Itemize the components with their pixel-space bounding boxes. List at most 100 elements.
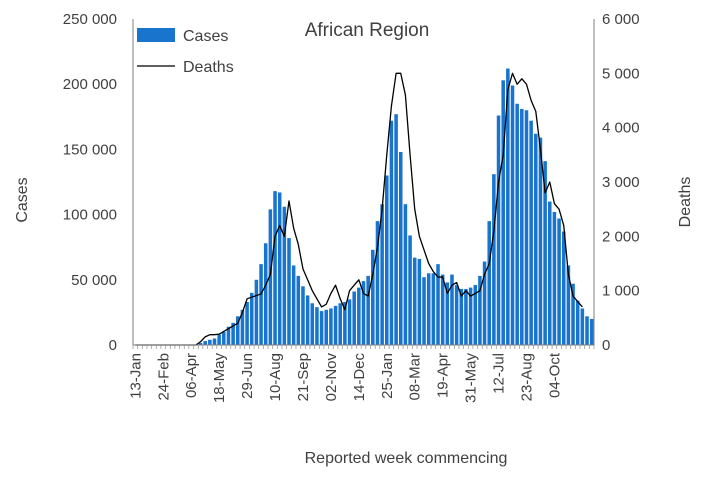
bar-cases (203, 341, 207, 345)
bar-cases (566, 265, 571, 345)
bar-cases (380, 204, 384, 345)
legend: Cases Deaths (137, 28, 234, 76)
bar-cases (468, 287, 473, 345)
x-tick-label: 06-Apr (183, 353, 200, 398)
y-tick-label-right: 0 (602, 337, 610, 354)
bar-cases (347, 299, 352, 345)
bar-cases (361, 281, 366, 345)
bar-cases (222, 331, 226, 345)
y-axis-title-left: Cases (14, 177, 31, 222)
bar-cases (422, 277, 426, 345)
bar-cases (557, 218, 561, 345)
bar-cases (510, 85, 515, 345)
legend-label-deaths: Deaths (183, 59, 234, 76)
bar-cases (445, 282, 450, 345)
x-tick-label: 29-Jun (239, 353, 256, 399)
bar-cases (561, 231, 566, 345)
y-tick-label-left: 50 000 (71, 272, 117, 289)
bar-cases (408, 235, 412, 345)
x-tick-label: 18-May (211, 353, 228, 404)
x-tick-label: 31-May (463, 353, 480, 404)
x-tick-label: 14-Dec (351, 353, 368, 402)
legend-label-cases: Cases (183, 28, 228, 45)
x-tick-label: 10-Aug (267, 353, 284, 401)
bar-cases (575, 300, 580, 345)
bar-cases (198, 343, 203, 345)
bar-cases (287, 238, 291, 345)
bar-cases (357, 287, 361, 345)
bar-cases (520, 108, 524, 345)
bar-cases (338, 303, 342, 345)
bar-cases (450, 274, 454, 345)
bar-cases (454, 285, 459, 345)
y-tick-label-right: 1 000 (602, 283, 640, 300)
bar-cases (459, 288, 464, 345)
y-axis-title-right: Deaths (677, 177, 694, 228)
bar-cases (580, 308, 585, 345)
bar-cases (529, 120, 533, 346)
bar-cases (291, 265, 296, 345)
bar-cases (333, 305, 338, 345)
bar-cases (389, 120, 394, 346)
bar-cases (478, 275, 482, 345)
bar-cases (538, 137, 543, 345)
bar-cases (263, 243, 268, 345)
x-tick-label: 13-Jan (127, 353, 144, 399)
axes: 0 50 000 100 000 150 000 200 000 250 000 0 1 00… (63, 11, 640, 403)
bar-cases (366, 275, 370, 345)
bar-cases (371, 249, 375, 345)
bar-cases (543, 161, 547, 345)
bar-cases (236, 316, 240, 345)
bar-cases (547, 201, 552, 345)
y-tick-label-right: 4 000 (602, 120, 640, 137)
bar-cases (249, 292, 254, 345)
bar-cases (259, 264, 263, 345)
deaths-line (135, 72, 583, 346)
bar-cases (534, 133, 538, 345)
y-tick-label-right: 3 000 (602, 174, 640, 191)
bar-cases (226, 326, 231, 345)
x-tick-label: 24-Feb (155, 353, 172, 401)
cases-bars (194, 68, 594, 346)
x-tick-label: 04-Oct (546, 352, 563, 398)
y-tick-label-left: 100 000 (63, 207, 117, 224)
x-tick-label: 21-Sep (295, 353, 312, 401)
bar-cases (375, 221, 380, 345)
bar-cases (496, 115, 501, 345)
bar-cases (217, 334, 221, 345)
y-tick-label-left: 250 000 (63, 11, 117, 28)
bar-cases (398, 152, 403, 345)
bar-cases (571, 283, 575, 345)
bar-cases (319, 311, 324, 345)
y-tick-label-right: 5 000 (602, 65, 640, 82)
bar-cases (436, 264, 440, 345)
bar-cases (296, 275, 301, 345)
bar-cases (212, 338, 217, 345)
bar-cases (254, 279, 259, 345)
y-tick-label-right: 2 000 (602, 228, 640, 245)
x-tick-label: 12-Jul (491, 353, 508, 394)
bar-cases (343, 301, 347, 345)
bar-cases (464, 288, 468, 345)
bar-cases (273, 191, 277, 345)
bar-cases (231, 322, 235, 345)
bar-cases (417, 258, 422, 345)
bar-cases (515, 103, 519, 345)
bar-cases (315, 307, 319, 345)
bar-cases (352, 291, 356, 345)
x-tick-label: 08-Mar (407, 353, 424, 401)
y-tick-label-left: 0 (109, 337, 117, 354)
bar-cases (310, 303, 315, 345)
chart-title: African Region (305, 20, 430, 41)
y-tick-label-left: 150 000 (63, 141, 117, 158)
deaths-line-group (135, 72, 583, 346)
bar-cases (506, 68, 510, 346)
bar-cases (482, 261, 487, 345)
x-tick-label: 19-Apr (435, 353, 452, 398)
bar-cases (589, 318, 594, 345)
legend-swatch-cases (137, 28, 175, 42)
bar-cases (501, 80, 505, 345)
bar-cases (487, 221, 491, 345)
bar-cases (412, 257, 417, 345)
x-tick-label: 23-Aug (518, 353, 535, 401)
